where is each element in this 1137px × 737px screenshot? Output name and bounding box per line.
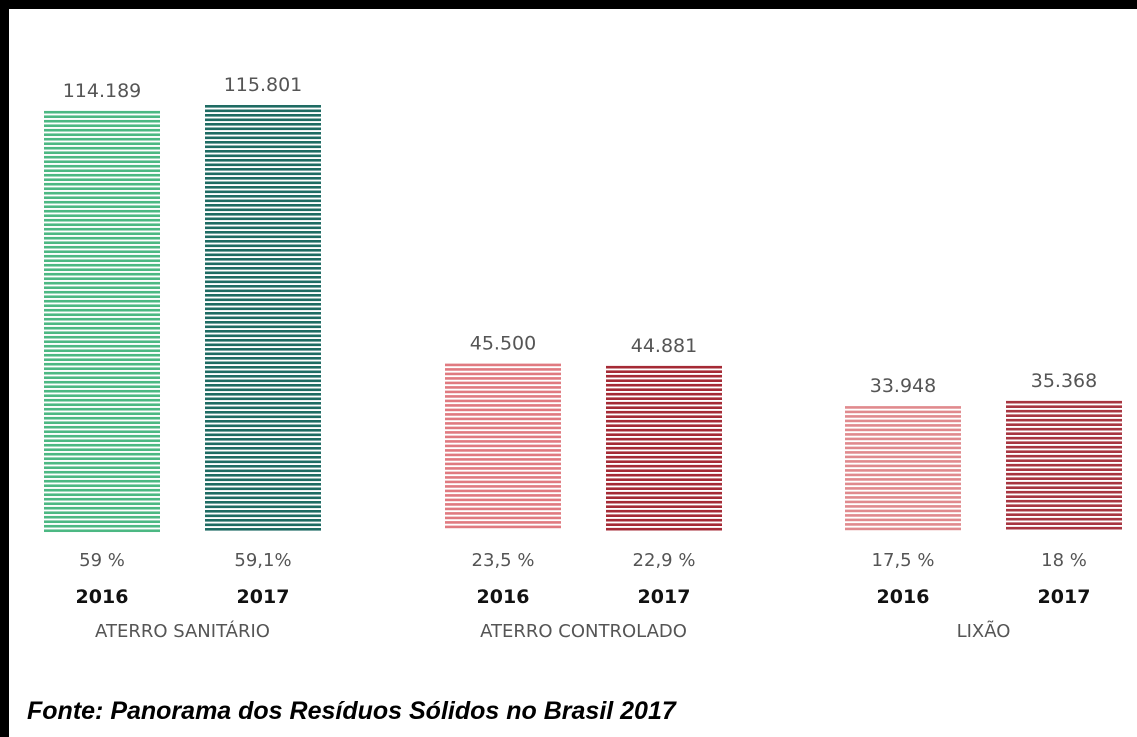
year-label: 2017 [1038, 586, 1091, 608]
bar [845, 406, 961, 531]
value-label: 115.801 [224, 74, 303, 96]
category-label: LIXÃO [957, 620, 1011, 642]
category-label: ATERRO CONTROLADO [480, 621, 687, 642]
year-label: 2017 [237, 586, 290, 608]
bar-chart: 114.189 59 % 2016 115.801 59,1% 2017 ATERRO SA… [44, 74, 1122, 642]
chart-frame: 114.189 59 % 2016 115.801 59,1% 2017 ATERRO SA… [9, 9, 1137, 737]
percent-label: 22,9 % [633, 550, 696, 571]
year-label: 2016 [877, 586, 930, 608]
bar [44, 110, 160, 533]
value-label: 114.189 [63, 80, 142, 102]
category-label: ATERRO SANITÁRIO [95, 620, 270, 642]
percent-label: 23,5 % [472, 550, 535, 571]
percent-label: 17,5 % [872, 550, 935, 571]
value-label: 33.948 [870, 375, 936, 397]
percent-label: 59,1% [234, 550, 291, 571]
percent-label: 59 % [79, 550, 125, 571]
year-label: 2016 [477, 586, 530, 608]
value-label: 35.368 [1031, 370, 1097, 392]
value-label: 44.881 [631, 335, 697, 357]
bar [606, 365, 722, 531]
bar [1006, 400, 1122, 531]
value-label: 45.500 [470, 333, 536, 355]
percent-label: 18 % [1041, 550, 1087, 571]
bar [445, 363, 561, 531]
source-caption: Fonte: Panorama dos Resíduos Sólidos no … [27, 697, 676, 725]
year-label: 2016 [76, 586, 129, 608]
year-label: 2017 [638, 586, 691, 608]
bar [205, 105, 321, 531]
